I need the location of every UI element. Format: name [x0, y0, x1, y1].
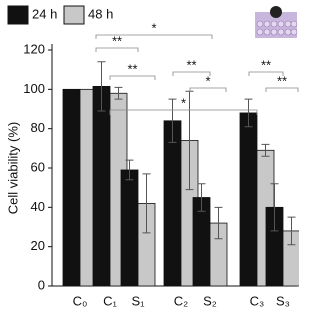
- legend-swatch: [7, 5, 29, 25]
- error-bar: [244, 98, 253, 128]
- bar: [92, 85, 111, 287]
- error-bar: [261, 143, 270, 157]
- x-tick-label: S₃: [276, 293, 290, 308]
- y-axis-label: Cell viability (%): [5, 122, 20, 214]
- y-tick-label: 20: [31, 238, 45, 253]
- y-tick-label: 60: [31, 159, 45, 174]
- significance-label: **: [277, 73, 287, 88]
- x-tick-label: C₂: [174, 293, 188, 308]
- x-tick-label: C₃: [250, 293, 265, 308]
- bar: [163, 120, 182, 287]
- significance-bracket: [265, 87, 299, 92]
- y-tick-label: 40: [31, 199, 45, 214]
- bar: [239, 112, 258, 287]
- chart: Cell viability (%) 0 20 40 60 80 100 120 C₀ C₁ S₁…: [5, 5, 299, 308]
- x-tick-label: S₂: [203, 293, 217, 308]
- significance-label: **: [261, 57, 271, 72]
- error-bar: [287, 216, 296, 246]
- significance-label: **: [112, 33, 122, 48]
- error-bar: [270, 183, 279, 232]
- y-tick-label: 100: [23, 81, 45, 96]
- error-bar: [185, 90, 194, 191]
- error-bar: [197, 183, 206, 212]
- error-bar: [114, 86, 123, 100]
- significance-bracket: [109, 109, 258, 115]
- error-bar: [125, 159, 134, 181]
- error-bar: [214, 206, 223, 240]
- bar: [120, 169, 139, 287]
- legend-swatch: [63, 5, 85, 25]
- significance-label: **: [127, 61, 137, 76]
- y-tick-label: 80: [31, 120, 45, 135]
- y-tick-label: 120: [23, 41, 45, 56]
- significance-label: *: [181, 95, 186, 110]
- error-bar: [168, 98, 177, 143]
- significance-bracket: [95, 34, 213, 39]
- error-bar: [97, 61, 106, 112]
- significance-bracket: [172, 71, 211, 76]
- x-tick-label: C₁: [103, 293, 117, 308]
- bar: [62, 88, 81, 287]
- x-tick-label: C₀: [73, 293, 88, 308]
- significance-bracket: [248, 71, 284, 76]
- significance-bracket: [109, 75, 156, 80]
- y-tick-label: 0: [38, 277, 45, 292]
- legend-label: 48 h: [88, 6, 113, 21]
- significance-label: *: [205, 73, 210, 88]
- legend-label: 24 h: [32, 6, 57, 21]
- x-tick-label: S₁: [131, 293, 145, 308]
- significance-bracket: [95, 47, 139, 52]
- error-bar: [142, 173, 151, 234]
- significance-label: *: [151, 20, 156, 35]
- cell-icon: [255, 6, 298, 38]
- significance-label: **: [186, 57, 196, 72]
- significance-bracket: [189, 87, 227, 92]
